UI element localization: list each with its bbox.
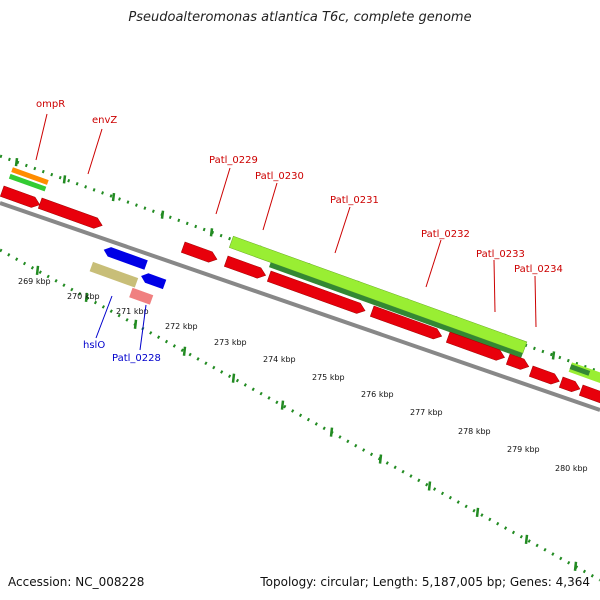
cds-arrow — [445, 331, 505, 361]
gene-label-hslO: hslO — [83, 340, 105, 351]
light-green-feature — [228, 235, 528, 354]
dark-green-feature — [268, 262, 523, 358]
inner-tick-mark — [84, 292, 89, 302]
inner-tick-mark — [524, 534, 529, 544]
pink-feature — [129, 287, 154, 305]
tick-label-278: 278 kbp — [458, 427, 491, 436]
cds-arrow — [369, 305, 443, 340]
gene-label-Patl_0234: Patl_0234 — [514, 264, 563, 275]
gene-label-ompR-group: ompR — [35, 99, 65, 161]
outer-tick-mark — [14, 157, 19, 167]
gene-label-Patl_0231-group: Patl_0231 — [330, 195, 379, 254]
gene-label-Patl_0231: Patl_0231 — [330, 195, 379, 206]
gene-label-envZ-group: envZ — [87, 115, 117, 175]
gene-label-Patl_0230-group: Patl_0230 — [255, 171, 304, 231]
gene-label-ompR: ompR — [36, 99, 65, 110]
inner-tick-mark — [378, 454, 383, 464]
tick-label-269: 269 kbp — [18, 277, 51, 286]
gene-label-Patl_0228: Patl_0228 — [112, 353, 161, 364]
outer-tick-mark — [160, 210, 165, 219]
gene-label-hslO-group: hslO — [83, 295, 113, 351]
gene-label-Patl_0230: Patl_0230 — [255, 171, 304, 182]
inner-tick-mark — [133, 319, 138, 329]
cds-arrows — [0, 185, 600, 404]
gene-label-Patl_0232-group: Patl_0232 — [421, 229, 470, 288]
dark-green-feature-2 — [569, 364, 591, 376]
outer-tick-mark — [209, 228, 214, 237]
tick-label-271: 271 kbp — [116, 307, 149, 316]
inner-tick-mark — [280, 400, 285, 410]
cds-arrow — [578, 384, 600, 404]
cds-arrow — [505, 353, 530, 370]
gene-label-Patl_0229: Patl_0229 — [209, 155, 258, 166]
inner-dotted-ring — [0, 248, 600, 582]
cds-arrow — [266, 270, 366, 314]
gene-label-Patl_0228-group: Patl_0228 — [112, 304, 161, 364]
tick-label-274: 274 kbp — [263, 355, 296, 364]
gene-label-Patl_0233-group: Patl_0233 — [476, 249, 525, 313]
tick-label-273: 273 kbp — [214, 338, 247, 347]
outer-tick-mark — [551, 351, 556, 360]
orange-feature — [11, 167, 49, 185]
inner-tick-mark — [231, 373, 236, 383]
gene-label-Patl_0232: Patl_0232 — [421, 229, 470, 240]
gene-label-envZ: envZ — [92, 115, 117, 126]
inner-tick-mark — [35, 265, 40, 276]
genome-backbone — [0, 201, 600, 412]
tick-label-275: 275 kbp — [312, 373, 345, 382]
map-title: Pseudoalteromonas atlantica T6c, complet… — [128, 10, 472, 25]
tick-label-280: 280 kbp — [555, 464, 588, 473]
cds-arrow — [0, 185, 41, 208]
gene-label-Patl_0229-group: Patl_0229 — [209, 155, 258, 215]
cds-arrow — [223, 255, 267, 279]
cds-arrow — [180, 241, 218, 263]
tick-label-279: 279 kbp — [507, 445, 540, 454]
inner-tick-mark — [573, 561, 578, 571]
topology-text: Topology: circular; Length: 5,187,005 bp… — [260, 575, 590, 589]
green-feature — [8, 173, 47, 192]
inner-tick-mark — [329, 427, 334, 437]
tick-label-276: 276 kbp — [361, 390, 394, 399]
khaki-feature — [89, 261, 139, 288]
cds-arrow — [558, 376, 581, 393]
inner-tick-mark — [182, 346, 187, 356]
gene-label-Patl_0233: Patl_0233 — [476, 249, 525, 260]
hslO-arrow — [103, 247, 148, 270]
tick-label-270: 270 kbp — [67, 292, 100, 301]
cds-arrow — [528, 365, 560, 385]
cds-arrow — [37, 197, 103, 229]
outer-tick-mark — [111, 192, 116, 202]
gene-label-Patl_0234-group: Patl_0234 — [514, 264, 563, 328]
inner-ticks — [35, 265, 578, 571]
blue-small-arrow — [141, 273, 167, 290]
tick-label-277: 277 kbp — [410, 408, 443, 417]
inner-tick-mark — [427, 481, 432, 491]
inner-tick-mark — [475, 507, 480, 518]
accession-text: Accession: NC_008228 — [8, 575, 145, 589]
tick-label-272: 272 kbp — [165, 322, 198, 331]
outer-tick-mark — [62, 175, 67, 184]
